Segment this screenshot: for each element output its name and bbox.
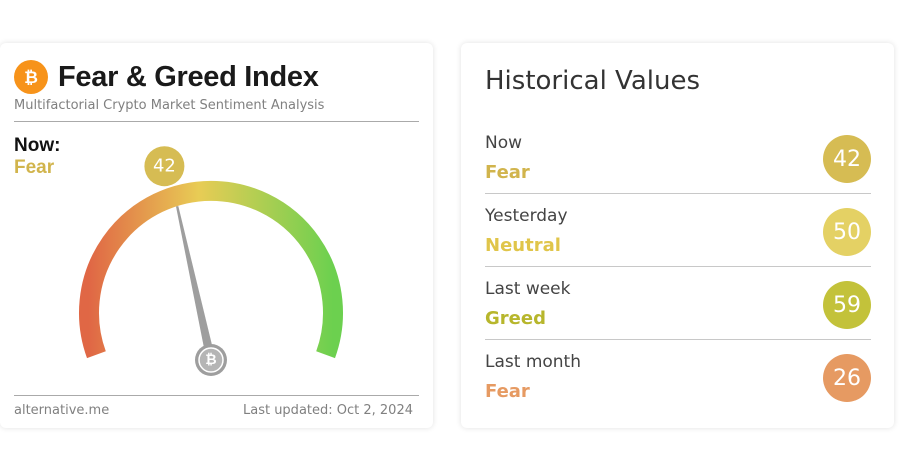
history-period: Now [485, 133, 523, 153]
history-period: Yesterday [485, 206, 568, 226]
card-header: ₿ Fear & Greed Index [14, 60, 419, 94]
row-divider [485, 193, 871, 194]
subtitle: Multifactorial Crypto Market Sentiment A… [14, 98, 325, 113]
history-value-badge: 26 [823, 354, 871, 402]
history-value-badge: 42 [823, 135, 871, 183]
history-row-last-week: Last week Greed 59 [485, 267, 871, 340]
history-classification: Neutral [485, 235, 561, 256]
source-link[interactable]: alternative.me [14, 403, 110, 418]
bitcoin-hub-icon: ₿ [195, 344, 227, 376]
divider [14, 121, 419, 122]
history-period: Last month [485, 352, 581, 372]
page-title: Fear & Greed Index [58, 60, 319, 93]
history-period: Last week [485, 279, 571, 299]
history-classification: Fear [485, 162, 530, 183]
gauge-value: 42 [153, 156, 176, 177]
history-value-badge: 59 [823, 281, 871, 329]
row-divider [485, 339, 871, 340]
gauge-needle [176, 206, 216, 361]
history-classification: Greed [485, 308, 546, 329]
svg-text:₿: ₿ [24, 68, 38, 87]
divider [14, 395, 419, 396]
historical-values-card: Historical Values Now Fear 42 Yesterday … [461, 43, 894, 428]
history-row-last-month: Last month Fear 26 [485, 340, 871, 413]
fear-greed-index-card: ₿ Fear & Greed Index Multifactorial Cryp… [0, 43, 433, 428]
svg-text:₿: ₿ [205, 352, 216, 368]
history-classification: Fear [485, 381, 530, 402]
history-value-badge: 50 [823, 208, 871, 256]
now-label: Now: [14, 135, 61, 156]
historical-title: Historical Values [485, 66, 700, 96]
now-classification: Fear [14, 157, 55, 178]
gauge-arc [79, 180, 343, 359]
row-divider [485, 266, 871, 267]
last-updated: Last updated: Oct 2, 2024 [242, 403, 413, 418]
history-row-now: Now Fear 42 [485, 121, 871, 194]
gauge-value-bubble: 42 [144, 146, 185, 187]
gauge: 42 ₿ [79, 146, 343, 376]
history-row-yesterday: Yesterday Neutral 50 [485, 194, 871, 267]
bitcoin-icon: ₿ [14, 60, 48, 94]
